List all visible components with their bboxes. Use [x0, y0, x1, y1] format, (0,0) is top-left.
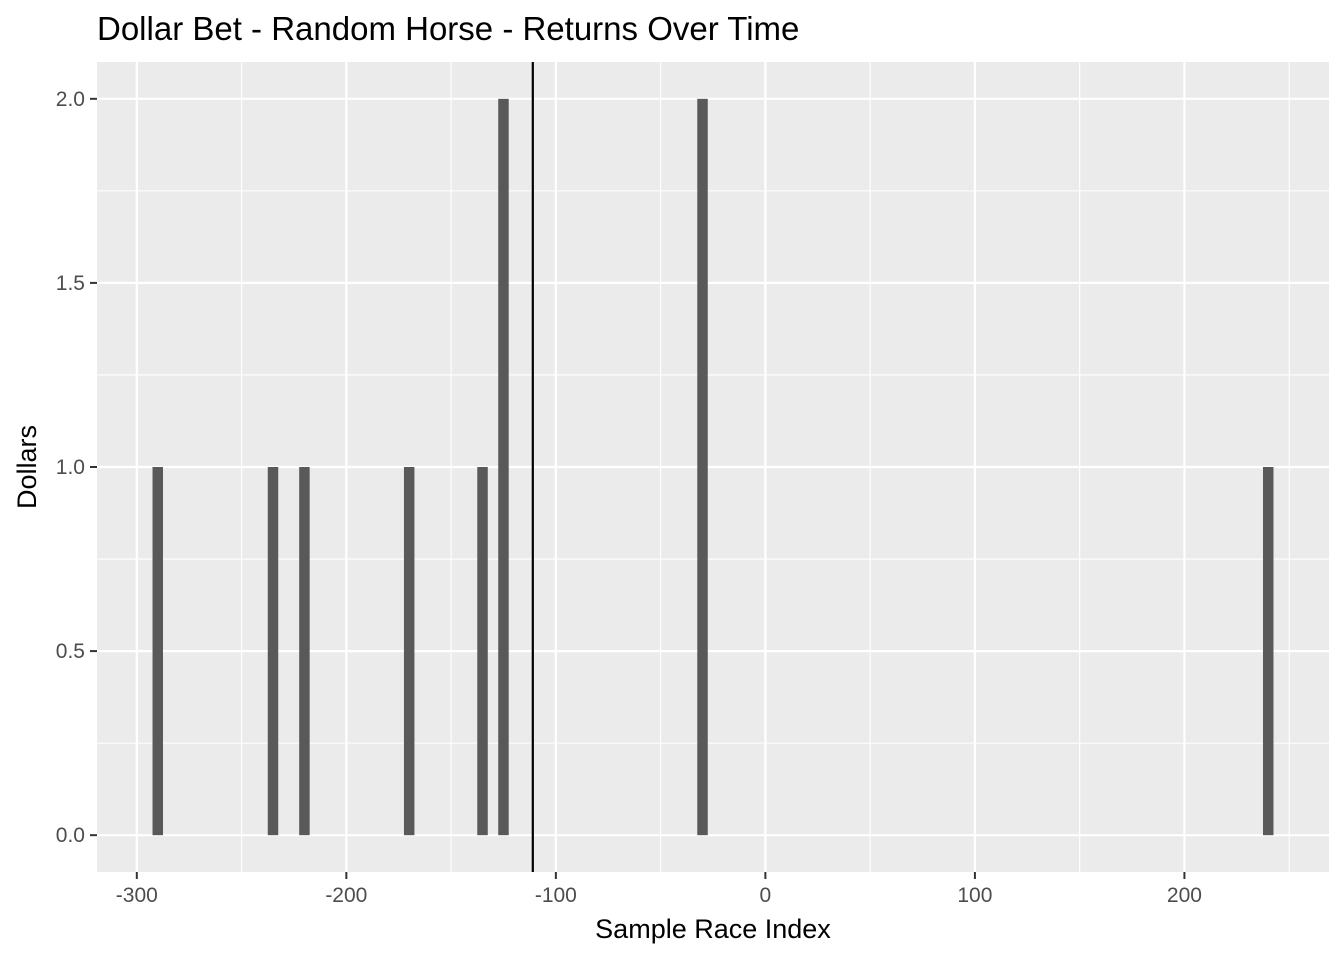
x-tick-label: 200	[1167, 884, 1202, 907]
bar	[299, 467, 310, 836]
x-axis: -300 -200 -100 0 100 200	[116, 872, 1202, 907]
bar	[697, 98, 708, 836]
x-tick-label: 0	[760, 884, 772, 907]
y-axis: 0.0 0.5 1.0 1.5 2.0	[56, 88, 97, 847]
x-tick-label: -200	[325, 884, 367, 907]
y-tick-label: 0.5	[56, 640, 85, 663]
y-axis-title: Dollars	[12, 425, 42, 509]
x-tick-label: -300	[116, 884, 158, 907]
x-tick-label: -100	[535, 884, 577, 907]
bar	[498, 98, 509, 836]
x-axis-title: Sample Race Index	[595, 914, 831, 944]
bar	[1263, 467, 1274, 836]
chart-title: Dollar Bet - Random Horse - Returns Over…	[97, 10, 799, 47]
y-tick-label: 1.0	[56, 456, 85, 479]
bar	[267, 467, 279, 836]
bars	[152, 98, 1274, 836]
y-tick-label: 1.5	[56, 272, 85, 295]
x-tick-label: 100	[957, 884, 992, 907]
y-tick-label: 2.0	[56, 88, 85, 111]
bar	[403, 467, 415, 836]
bar	[152, 467, 163, 836]
bar	[477, 467, 488, 836]
y-tick-label: 0.0	[56, 824, 85, 847]
